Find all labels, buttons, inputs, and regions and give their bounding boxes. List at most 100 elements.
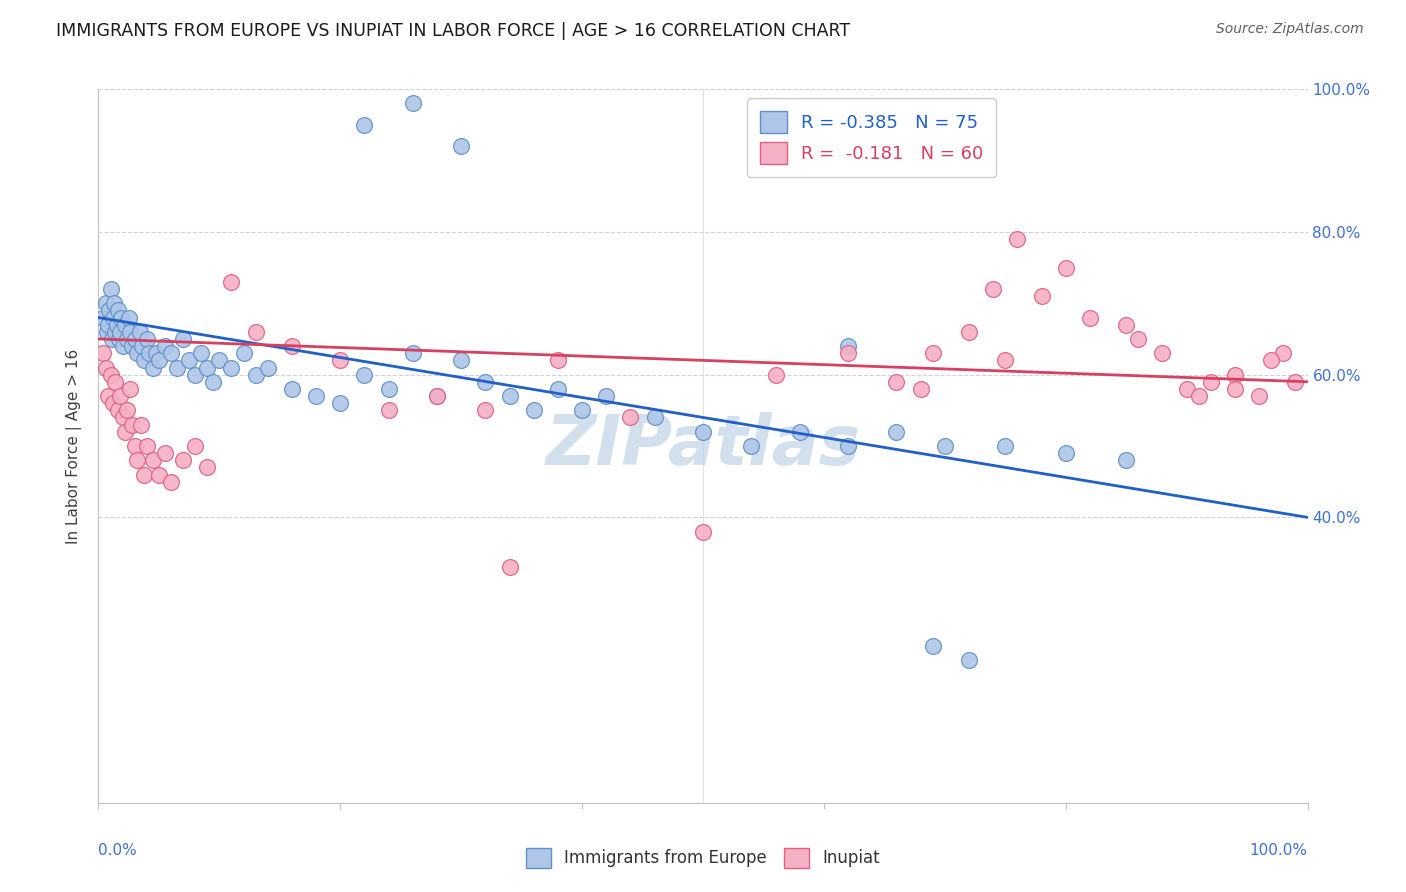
Point	[142, 360, 165, 375]
Point	[101, 310, 124, 325]
Point	[124, 439, 146, 453]
Point	[377, 403, 399, 417]
Point	[114, 318, 136, 332]
Point	[117, 403, 139, 417]
Point	[921, 639, 943, 653]
Point	[1188, 389, 1211, 403]
Point	[135, 439, 157, 453]
Point	[166, 360, 188, 375]
Point	[353, 118, 375, 132]
Point	[190, 346, 212, 360]
Text: 0.0%: 0.0%	[98, 843, 138, 858]
Point	[221, 275, 243, 289]
Point	[957, 325, 980, 339]
Point	[184, 439, 207, 453]
Point	[105, 318, 128, 332]
Point	[692, 524, 714, 539]
Point	[103, 296, 125, 310]
Point	[107, 403, 129, 417]
Point	[837, 346, 859, 360]
Point	[450, 139, 472, 153]
Point	[934, 439, 956, 453]
Point	[98, 303, 121, 318]
Point	[765, 368, 787, 382]
Point	[121, 339, 143, 353]
Point	[160, 475, 183, 489]
Point	[96, 325, 118, 339]
Point	[94, 296, 117, 310]
Point	[450, 353, 472, 368]
Point	[134, 467, 156, 482]
Point	[104, 325, 127, 339]
Point	[329, 396, 352, 410]
Point	[1115, 453, 1137, 467]
Point	[426, 389, 449, 403]
Point	[172, 332, 194, 346]
Point	[107, 303, 129, 318]
Point	[148, 353, 170, 368]
Point	[547, 382, 569, 396]
Point	[1284, 375, 1306, 389]
Point	[281, 382, 304, 396]
Point	[426, 389, 449, 403]
Point	[789, 425, 811, 439]
Point	[221, 360, 243, 375]
Point	[402, 346, 425, 360]
Text: Source: ZipAtlas.com: Source: ZipAtlas.com	[1216, 22, 1364, 37]
Point	[195, 460, 218, 475]
Point	[886, 375, 908, 389]
Point	[108, 332, 131, 346]
Point	[1128, 332, 1150, 346]
Point	[353, 368, 375, 382]
Point	[1260, 353, 1282, 368]
Point	[104, 375, 127, 389]
Point	[124, 332, 146, 346]
Point	[179, 353, 201, 368]
Point	[129, 417, 152, 432]
Point	[595, 389, 617, 403]
Point	[1175, 382, 1198, 396]
Legend: R = -0.385   N = 75, R =  -0.181   N = 60: R = -0.385 N = 75, R = -0.181 N = 60	[747, 98, 997, 177]
Point	[329, 353, 352, 368]
Point	[127, 453, 149, 467]
Point	[474, 375, 496, 389]
Point	[134, 353, 156, 368]
Point	[1249, 389, 1271, 403]
Point	[474, 403, 496, 417]
Point	[145, 346, 167, 360]
Point	[523, 403, 546, 417]
Point	[1272, 346, 1295, 360]
Point	[108, 325, 131, 339]
Point	[148, 467, 170, 482]
Point	[138, 346, 160, 360]
Point	[498, 560, 520, 574]
Point	[1078, 310, 1101, 325]
Point	[281, 339, 304, 353]
Point	[128, 325, 150, 339]
Point	[498, 389, 520, 403]
Point	[111, 410, 134, 425]
Point	[118, 382, 141, 396]
Point	[108, 389, 131, 403]
Point	[837, 339, 859, 353]
Point	[94, 360, 117, 375]
Point	[1031, 289, 1053, 303]
Point	[208, 353, 231, 368]
Point	[1007, 232, 1029, 246]
Point	[153, 446, 176, 460]
Point	[172, 453, 194, 467]
Point	[202, 375, 225, 389]
Point	[981, 282, 1004, 296]
Y-axis label: In Labor Force | Age > 16: In Labor Force | Age > 16	[66, 349, 83, 543]
Point	[153, 339, 176, 353]
Point	[121, 417, 143, 432]
Point	[994, 353, 1017, 368]
Point	[377, 382, 399, 396]
Point	[118, 325, 141, 339]
Point	[232, 346, 254, 360]
Point	[1152, 346, 1174, 360]
Point	[1223, 382, 1246, 396]
Point	[110, 310, 132, 325]
Point	[142, 453, 165, 467]
Point	[127, 346, 149, 360]
